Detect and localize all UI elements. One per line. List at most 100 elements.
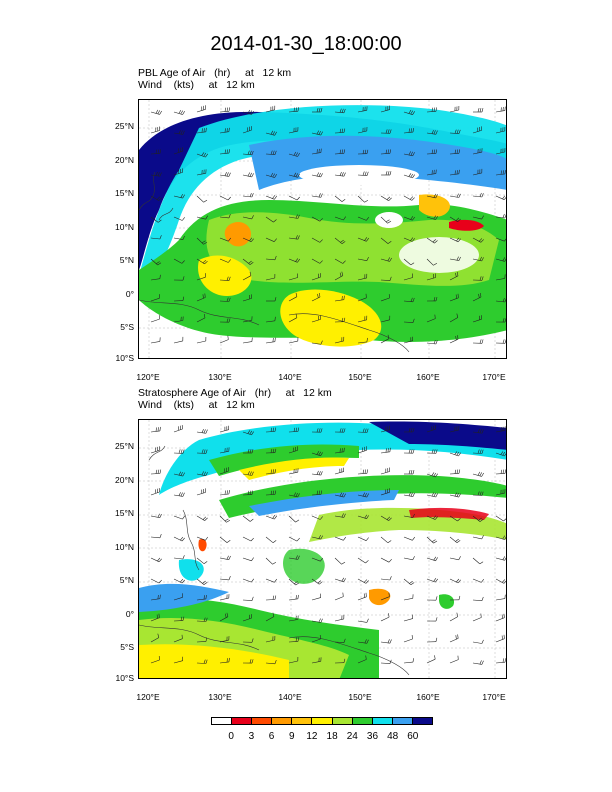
wind-barb — [219, 451, 229, 454]
wind-barb-flag — [431, 107, 434, 112]
wind-barb-flag — [365, 580, 369, 584]
wind-barb-flag — [251, 151, 254, 155]
wind-barb — [380, 492, 390, 496]
wind-barb-flag — [410, 110, 414, 115]
wind-barb — [173, 638, 183, 643]
wind-barb-flag — [226, 107, 228, 112]
wind-barb — [426, 111, 437, 113]
wind-barb-flag — [158, 613, 160, 618]
wind-barb-flag — [226, 658, 228, 663]
wind-barb — [472, 452, 483, 454]
wind-barb-flag — [479, 339, 482, 344]
wind-barb-flag — [342, 260, 346, 264]
wind-barb — [380, 279, 391, 281]
wind-barb — [380, 662, 391, 664]
wind-barbs — [150, 105, 506, 345]
wind-barb — [150, 111, 160, 115]
wind-barb — [449, 578, 459, 584]
wind-barb-flag — [157, 262, 162, 266]
colorbar-segment — [252, 718, 273, 724]
wind-barb — [311, 276, 321, 281]
wind-barb — [173, 320, 183, 323]
wind-barb-flag — [180, 449, 183, 454]
wind-barb-flag — [339, 108, 342, 113]
wind-barb-flag — [295, 173, 299, 177]
wind-barb — [495, 515, 504, 522]
wind-barb — [380, 297, 390, 302]
wind-barb-flag — [274, 131, 277, 136]
lat-tick-label: 15°N — [115, 188, 134, 198]
wind-barb — [219, 300, 230, 302]
wind-barb — [357, 195, 365, 203]
wind-barb-flag — [320, 452, 323, 456]
wind-barb-flag — [479, 472, 483, 477]
wind-barb-flag — [435, 149, 437, 154]
wind-barb-flag — [433, 130, 436, 135]
wind-barb-flag — [456, 149, 458, 154]
wind-barb-flag — [433, 263, 438, 266]
wind-barb-flag — [156, 196, 161, 200]
wind-barb-flag — [409, 196, 414, 200]
wind-barb-flag — [228, 172, 231, 177]
wind-barb — [242, 111, 252, 115]
wind-barb-flag — [180, 536, 184, 541]
wind-barb — [288, 340, 298, 344]
wind-barb — [495, 110, 505, 113]
wind-barb-flag — [295, 152, 299, 157]
wind-barb-flag — [320, 131, 323, 136]
wind-barb-flag — [454, 469, 457, 474]
wind-barb-flag — [435, 578, 439, 583]
wind-barb — [173, 195, 183, 199]
wind-barb-flag — [249, 471, 252, 476]
wind-barb-flag — [201, 152, 205, 156]
wind-barb — [495, 258, 505, 262]
wind-barb — [173, 597, 183, 601]
pbl-age-field — [139, 100, 506, 358]
wind-barb — [380, 153, 391, 155]
wind-barb-flag — [297, 173, 300, 178]
wind-barb — [150, 659, 160, 664]
wind-barb — [288, 110, 299, 113]
wind-barb — [150, 491, 160, 496]
wind-barb — [288, 578, 296, 586]
wind-barb — [288, 557, 298, 560]
colorbar-segment — [332, 718, 353, 724]
wind-barb-flag — [458, 256, 461, 261]
wind-barb-flag — [364, 428, 367, 433]
wind-barb-flag — [456, 193, 459, 198]
wind-barb-flag — [204, 260, 208, 265]
wind-barb-flag — [158, 558, 162, 562]
wind-barb-flag — [388, 558, 392, 563]
lat-tick-label: 10°S — [115, 353, 134, 363]
wind-barb — [380, 641, 390, 644]
wind-barb-flag — [203, 595, 205, 600]
wind-barb-flag — [343, 578, 346, 582]
wind-barb-flag — [387, 220, 392, 224]
wind-barb-flag — [272, 514, 276, 519]
wind-barb-flag — [412, 470, 415, 475]
page-title: 2014-01-30_18:00:00 — [210, 33, 402, 55]
wind-barb — [265, 109, 275, 113]
wind-barb-flag — [205, 659, 208, 664]
wind-barb-flag — [456, 469, 459, 474]
wind-barb-flag — [435, 617, 438, 622]
wind-barb — [403, 258, 411, 266]
wind-barb-flag — [479, 276, 482, 281]
wind-barb — [196, 317, 206, 323]
wind-barb — [357, 659, 367, 664]
wind-barb — [265, 557, 273, 565]
wind-barb-flag — [182, 296, 185, 301]
wind-barb — [357, 641, 367, 644]
wind-barb-flag — [157, 633, 160, 638]
wind-barb-flag — [409, 581, 413, 584]
wind-barb-flag — [410, 151, 413, 156]
wind-barb — [219, 216, 230, 219]
wind-barb — [288, 536, 298, 542]
wind-barb-flag — [249, 490, 252, 495]
wind-barb — [334, 174, 344, 177]
wind-barb-flag — [477, 108, 480, 113]
wind-barb — [495, 130, 505, 134]
wind-barb — [472, 237, 482, 243]
wind-barb — [403, 131, 414, 134]
wind-barb-flag — [455, 635, 457, 640]
